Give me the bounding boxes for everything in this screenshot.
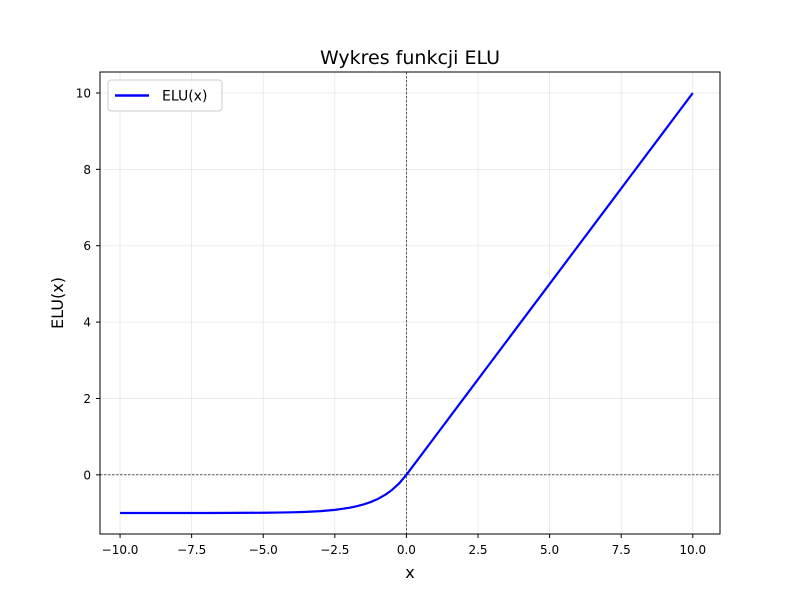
y-axis-label: ELU(x) [48,277,67,329]
x-tick-label: −2.5 [320,543,349,557]
reference-lines [100,72,720,534]
chart-title: Wykres funkcji ELU [320,47,500,69]
y-tick-label: 4 [83,316,91,330]
y-tick-label: 10 [76,87,91,101]
series-line-elu [120,92,694,515]
grid [100,72,720,534]
x-tick-label: 0.0 [397,543,416,557]
y-tick-label: 0 [83,468,91,482]
x-tick-label: 2.5 [468,543,487,557]
y-tick-label: 2 [83,392,91,406]
legend-label: ELU(x) [162,89,207,105]
x-tick-label: −5.0 [249,543,278,557]
y-tick-label: 6 [83,239,91,253]
x-tick-label: −7.5 [177,543,206,557]
x-axis-label: x [405,563,414,582]
y-tick-label: 8 [83,163,91,177]
plot-frame [99,71,721,535]
y-axis-ticks: 0 2 4 6 8 10 [76,87,100,482]
legend-box [107,79,223,112]
x-tick-label: 7.5 [612,543,631,557]
series-layer [120,92,694,515]
legend: ELU(x) [107,79,223,112]
x-tick-label: 10.0 [679,543,706,557]
x-axis-ticks: −10.0 −7.5 −5.0 −2.5 0.0 2.5 5.0 7.5 10.0 [102,534,706,557]
x-tick-label: 5.0 [540,543,559,557]
x-tick-label: −10.0 [102,543,139,557]
